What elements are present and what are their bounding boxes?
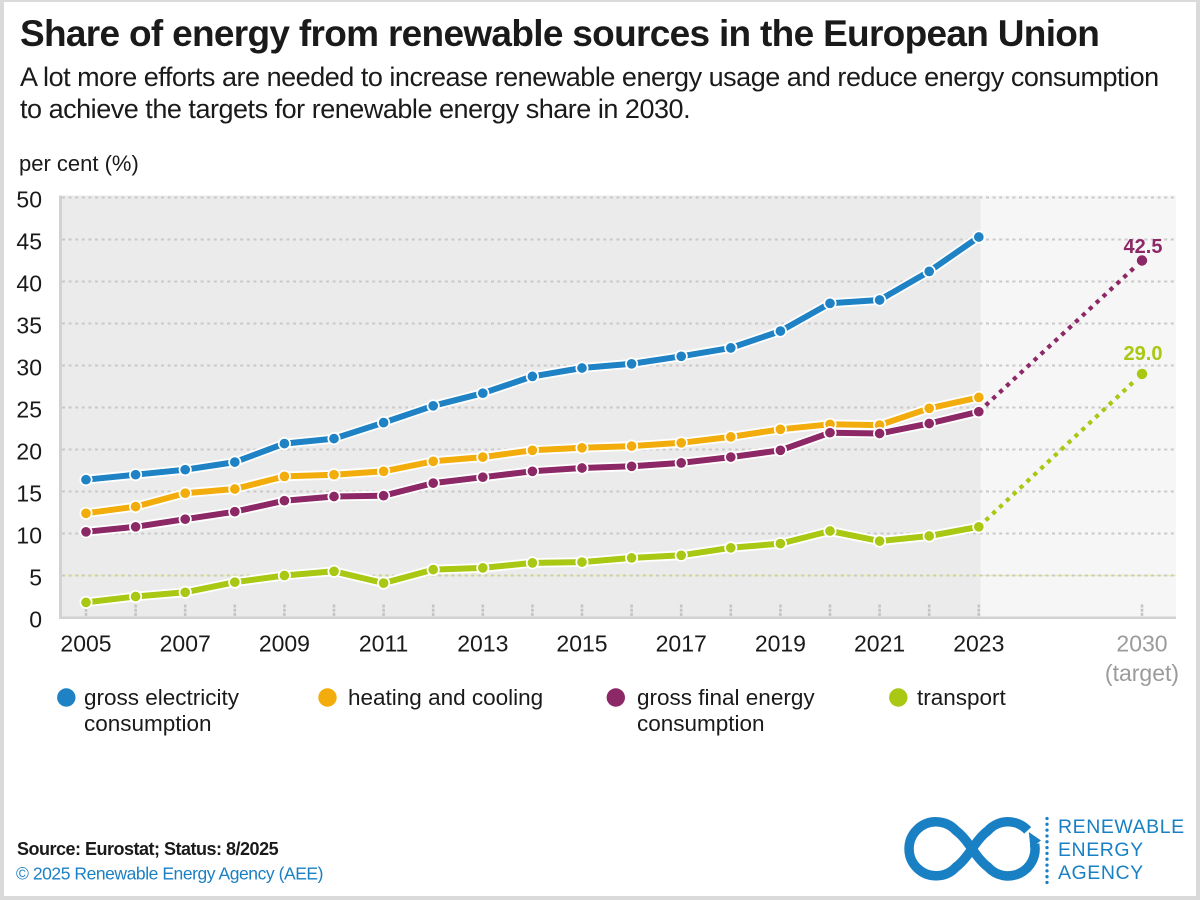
svg-text:30: 30 bbox=[16, 355, 42, 381]
svg-text:50: 50 bbox=[16, 187, 42, 213]
svg-text:Share of energy from renewable: Share of energy from renewable sources i… bbox=[20, 13, 1099, 54]
svg-text:2021: 2021 bbox=[854, 631, 905, 657]
svg-text:2015: 2015 bbox=[556, 631, 607, 657]
svg-text:25: 25 bbox=[16, 397, 42, 423]
svg-text:2030: 2030 bbox=[1116, 631, 1167, 657]
svg-text:per cent (%): per cent (%) bbox=[19, 151, 139, 176]
svg-text:gross electricity: gross electricity bbox=[84, 685, 240, 710]
svg-text:to achieve the targets for ren: to achieve the targets for renewable ene… bbox=[20, 94, 690, 124]
svg-text:2007: 2007 bbox=[160, 631, 211, 657]
svg-text:40: 40 bbox=[16, 271, 42, 297]
svg-text:transport: transport bbox=[917, 685, 1007, 710]
svg-text:2017: 2017 bbox=[656, 631, 707, 657]
svg-text:0: 0 bbox=[29, 607, 42, 633]
svg-text:15: 15 bbox=[16, 481, 42, 507]
svg-text:45: 45 bbox=[16, 229, 42, 255]
svg-text:© 2025 Renewable Energy Agency: © 2025 Renewable Energy Agency (AEE) bbox=[16, 864, 323, 884]
svg-text:consumption: consumption bbox=[84, 711, 212, 736]
svg-text:42.5: 42.5 bbox=[1124, 236, 1163, 258]
svg-text:2019: 2019 bbox=[755, 631, 806, 657]
svg-text:consumption: consumption bbox=[637, 711, 765, 736]
svg-text:2005: 2005 bbox=[60, 631, 111, 657]
svg-text:2009: 2009 bbox=[259, 631, 310, 657]
svg-text:(target): (target) bbox=[1105, 660, 1179, 686]
svg-text:heating and cooling: heating and cooling bbox=[348, 685, 543, 710]
svg-text:AGENCY: AGENCY bbox=[1058, 862, 1144, 884]
svg-text:2013: 2013 bbox=[457, 631, 508, 657]
svg-text:ENERGY: ENERGY bbox=[1058, 839, 1144, 861]
svg-text:Source: Eurostat; Status: 8/20: Source: Eurostat; Status: 8/2025 bbox=[17, 839, 279, 859]
svg-text:2023: 2023 bbox=[953, 631, 1004, 657]
svg-text:5: 5 bbox=[29, 565, 42, 591]
svg-text:10: 10 bbox=[16, 523, 42, 549]
svg-text:RENEWABLE: RENEWABLE bbox=[1058, 816, 1185, 838]
svg-text:35: 35 bbox=[16, 313, 42, 339]
svg-text:gross final energy: gross final energy bbox=[637, 685, 815, 710]
svg-text:29.0: 29.0 bbox=[1124, 343, 1163, 365]
svg-text:20: 20 bbox=[16, 439, 42, 465]
svg-text:A lot more efforts are needed: A lot more efforts are needed to increas… bbox=[20, 62, 1159, 92]
svg-text:2011: 2011 bbox=[359, 631, 408, 657]
